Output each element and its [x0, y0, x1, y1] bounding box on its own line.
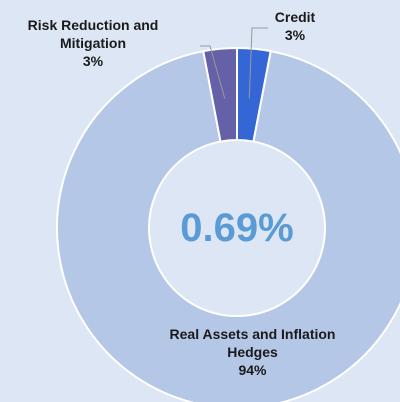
donut-slice: [202, 46, 238, 143]
slice-label: Credit 3%: [240, 8, 350, 44]
category-label: Credit: [274, 9, 316, 25]
donut-slice: [56, 50, 400, 402]
center-label: 0.69%: [180, 206, 294, 250]
category-label: Real Assets and Inflation Hedges: [169, 326, 336, 360]
value-label: 94%: [238, 362, 267, 378]
value-label: 3%: [82, 53, 104, 69]
leader-line: [200, 45, 226, 99]
slice-label: Real Assets and Inflation Hedges 94%: [160, 325, 345, 379]
value-label: 3%: [284, 27, 306, 43]
leader-line: [248, 27, 268, 99]
category-label: Risk Reduction and Mitigation: [27, 17, 159, 51]
slice-label: Risk Reduction and Mitigation 3%: [8, 16, 178, 70]
